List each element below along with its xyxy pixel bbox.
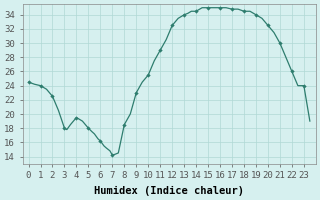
X-axis label: Humidex (Indice chaleur): Humidex (Indice chaleur) (94, 186, 244, 196)
